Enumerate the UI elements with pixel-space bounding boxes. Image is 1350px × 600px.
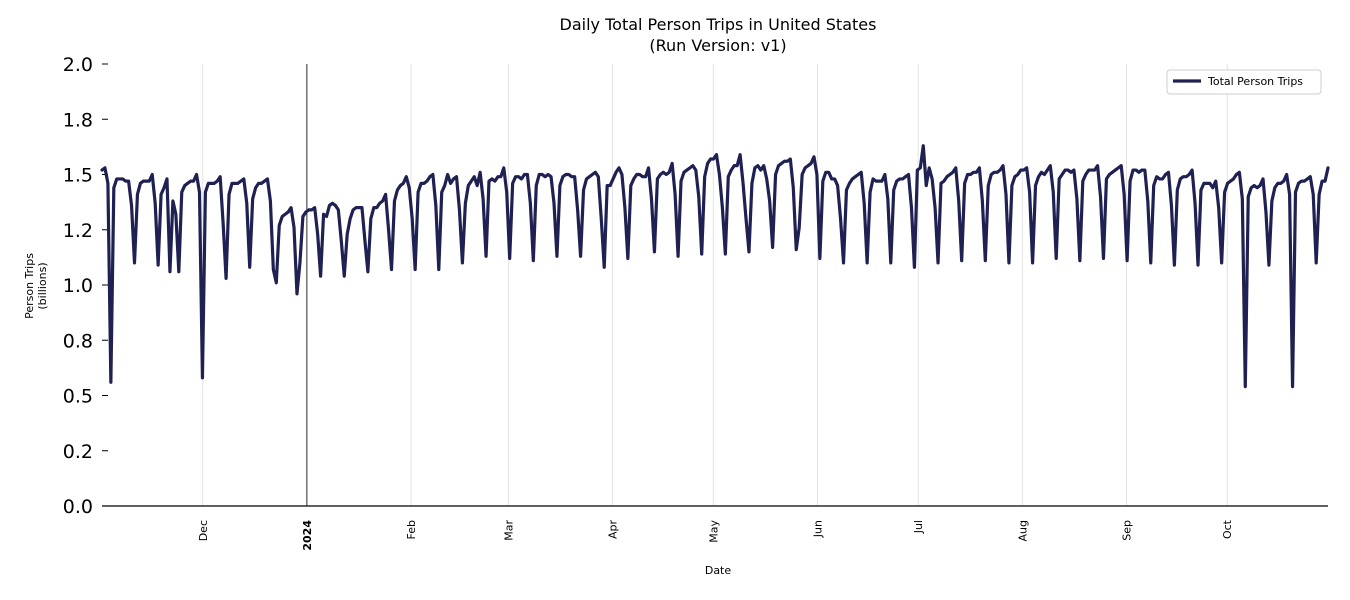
x-axis: Dec 2024 Feb Mar Apr May Jun Jul Aug Sep Oct bbox=[197, 519, 1234, 550]
y-axis: 0.0 0.2 0.5 0.8 1.0 1.2 1.5 1.8 2.0 bbox=[63, 54, 108, 518]
x-tick-label: Mar bbox=[502, 520, 515, 541]
y-tick-label: 1.8 bbox=[63, 109, 93, 131]
chart-title: Daily Total Person Trips in United State… bbox=[560, 15, 877, 34]
grid-lines bbox=[202, 64, 1228, 506]
legend-box bbox=[1166, 69, 1322, 95]
y-tick-label: 1.0 bbox=[63, 275, 93, 297]
x-tick-label: Sep bbox=[1120, 520, 1133, 541]
x-tick-label: Feb bbox=[405, 520, 418, 539]
y-tick-label: 0.8 bbox=[63, 330, 93, 352]
y-tick-label: 0.0 bbox=[63, 496, 93, 518]
legend: Total Person Trips bbox=[1166, 69, 1322, 95]
x-tick-label: Apr bbox=[607, 520, 620, 540]
x-axis-label: Date bbox=[705, 564, 732, 577]
series-line-total-person-trips bbox=[100, 144, 1330, 389]
y-tick-label: 1.5 bbox=[63, 165, 93, 187]
x-tick-label: May bbox=[707, 520, 720, 543]
y-tick-label: 0.5 bbox=[63, 386, 93, 408]
y-tick-label: 0.2 bbox=[63, 441, 93, 463]
legend-label: Total Person Trips bbox=[1207, 75, 1303, 88]
y-tick-label: 1.2 bbox=[63, 220, 93, 242]
x-tick-label: Jun bbox=[811, 520, 824, 538]
x-tick-label: Jul bbox=[912, 520, 925, 534]
x-tick-label: Oct bbox=[1221, 519, 1234, 539]
x-tick-label: Dec bbox=[197, 520, 210, 541]
x-tick-label: Aug bbox=[1016, 520, 1029, 541]
chart-subtitle: (Run Version: v1) bbox=[649, 36, 786, 55]
y-axis-label-line1: Person Trips bbox=[23, 253, 36, 319]
x-tick-label: 2024 bbox=[301, 520, 314, 551]
y-axis-label-line2: (billions) bbox=[36, 262, 49, 309]
y-tick-label: 2.0 bbox=[63, 54, 93, 76]
